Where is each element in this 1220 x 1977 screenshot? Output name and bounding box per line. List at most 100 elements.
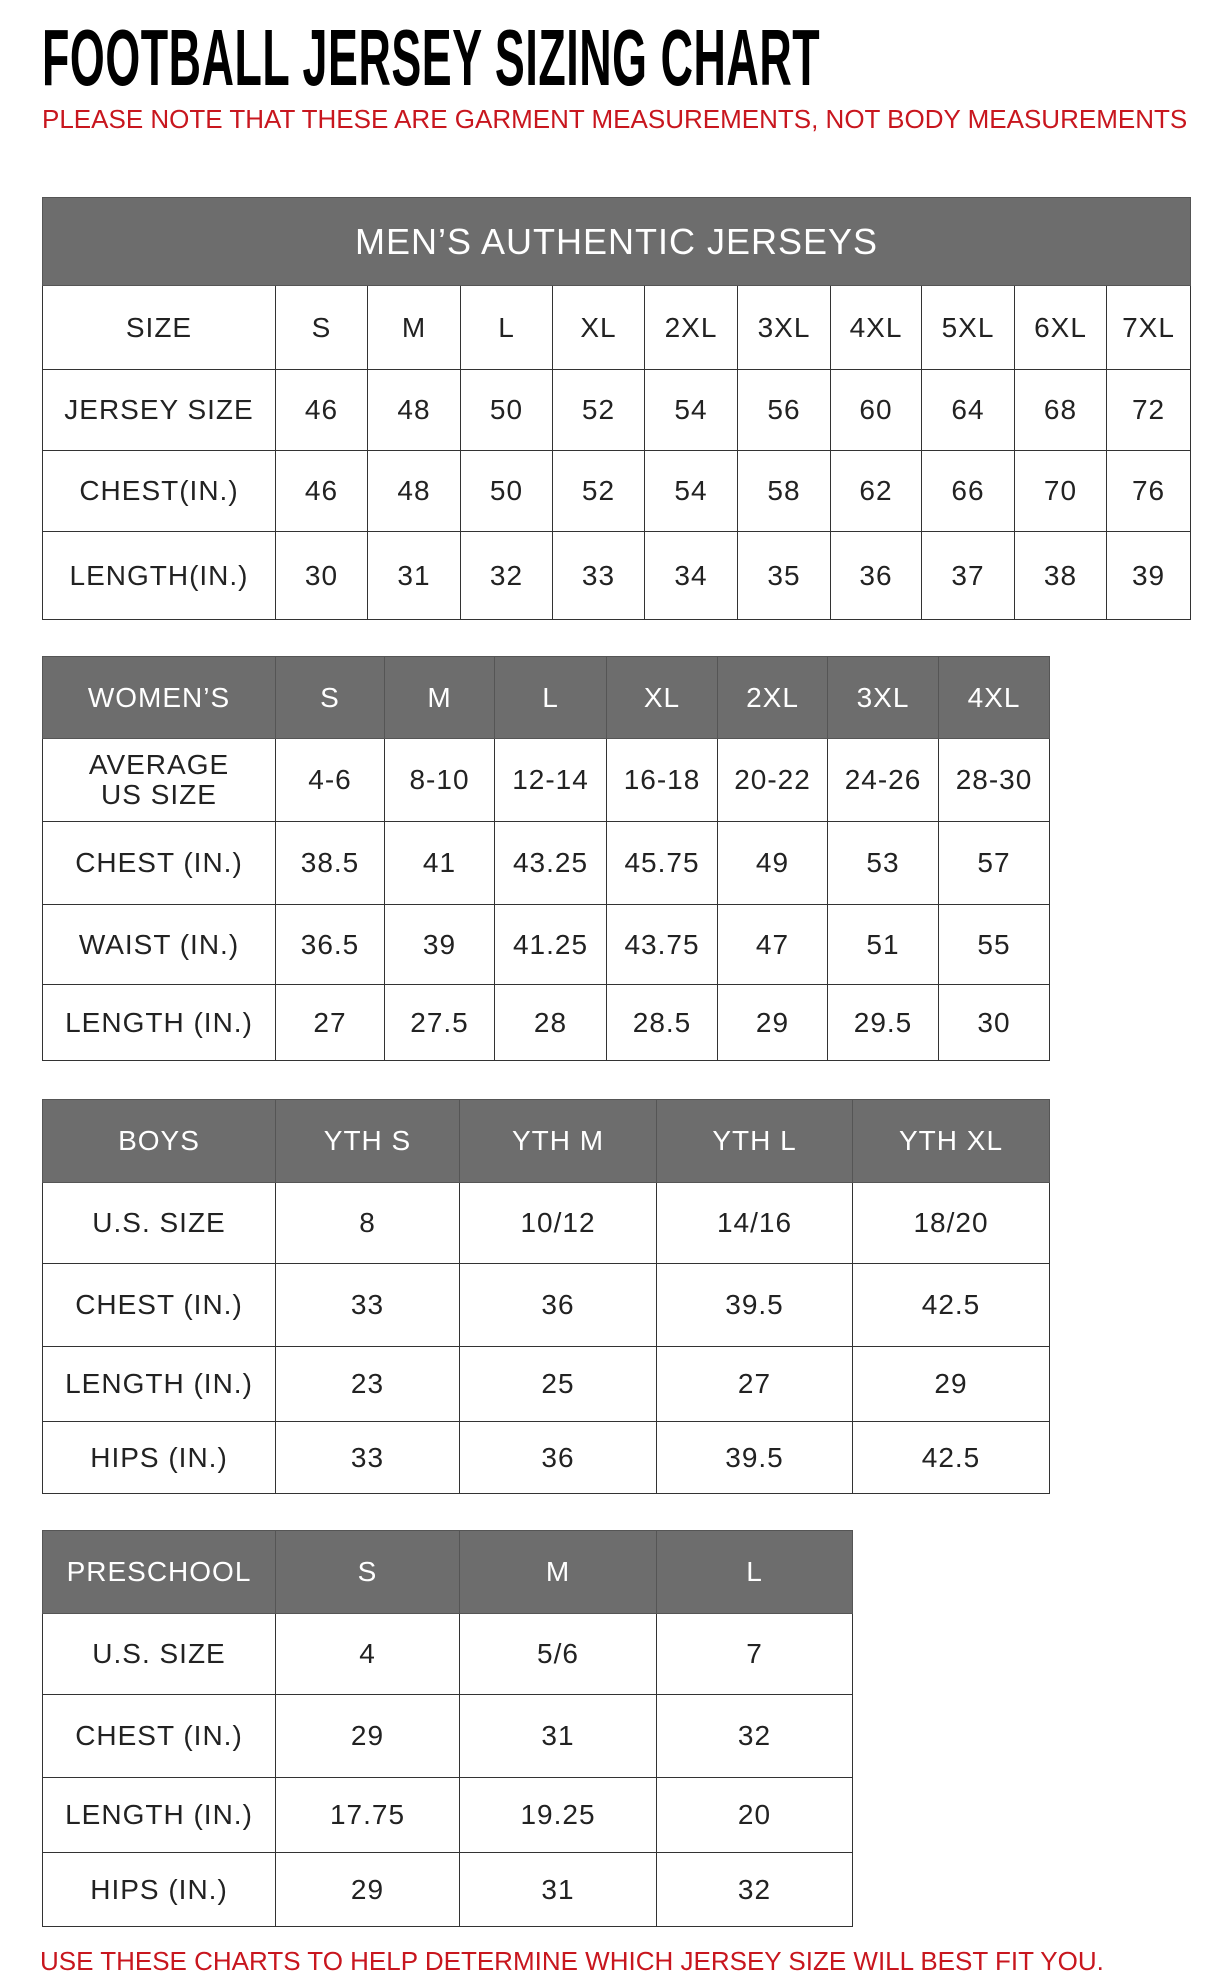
value-cell: 57 bbox=[938, 821, 1050, 905]
measurement-label-cell: WAIST (IN.) bbox=[42, 904, 276, 985]
value-cell: 55 bbox=[938, 904, 1050, 985]
womens-size-table: WOMEN’S S M L XL 2XL 3XL 4XL AVERAGE US SIZE 4-6 8… bbox=[42, 656, 1050, 1061]
size-header-cell: L bbox=[656, 1530, 853, 1614]
measurement-label-cell: U.S. SIZE bbox=[42, 1613, 276, 1695]
measurement-label-cell: AVERAGE US SIZE bbox=[42, 738, 276, 822]
measurement-label-cell: LENGTH(IN.) bbox=[42, 531, 276, 620]
value-cell: 27 bbox=[656, 1346, 853, 1422]
value-cell: 43.25 bbox=[494, 821, 607, 905]
value-cell: 7 bbox=[656, 1613, 853, 1695]
size-header-cell: M bbox=[384, 656, 495, 739]
table-row: LENGTH (IN.) 27 27.5 28 28.5 29 29.5 30 bbox=[42, 984, 1050, 1061]
value-cell: 41 bbox=[384, 821, 495, 905]
value-cell: 31 bbox=[459, 1694, 657, 1778]
value-cell: 8-10 bbox=[384, 738, 495, 822]
measurement-label-cell: HIPS (IN.) bbox=[42, 1421, 276, 1494]
mens-size-table: MEN’S AUTHENTIC JERSEYS SIZE S M L XL 2XL 3XL 4X… bbox=[41, 197, 1192, 620]
header-label-cell: BOYS bbox=[42, 1099, 276, 1183]
page-title: FOOTBALL JERSEY SIZING CHART bbox=[42, 13, 821, 102]
table-header-row: BOYS YTH S YTH M YTH L YTH XL bbox=[42, 1099, 1050, 1183]
value-cell: 31 bbox=[459, 1852, 657, 1927]
measurement-label-cell: HIPS (IN.) bbox=[42, 1852, 276, 1927]
header-label-cell: SIZE bbox=[42, 285, 276, 370]
measurement-label-cell: LENGTH (IN.) bbox=[42, 984, 276, 1061]
value-cell: 46 bbox=[275, 369, 368, 451]
value-cell: 58 bbox=[737, 450, 831, 532]
table-row: CHEST (IN.) 33 36 39.5 42.5 bbox=[42, 1263, 1050, 1347]
value-cell: 43.75 bbox=[606, 904, 718, 985]
value-cell: 70 bbox=[1014, 450, 1107, 532]
value-cell: 5/6 bbox=[459, 1613, 657, 1695]
value-cell: 48 bbox=[367, 450, 461, 532]
value-cell: 51 bbox=[827, 904, 939, 985]
value-cell: 60 bbox=[830, 369, 922, 451]
value-cell: 29 bbox=[275, 1694, 460, 1778]
size-header-cell: S bbox=[275, 285, 368, 370]
size-header-cell: 2XL bbox=[717, 656, 828, 739]
value-cell: 28 bbox=[494, 984, 607, 1061]
table-row: WAIST (IN.) 36.5 39 41.25 43.75 47 51 55 bbox=[42, 904, 1050, 985]
table-title: MEN’S AUTHENTIC JERSEYS bbox=[41, 197, 1192, 286]
value-cell: 38.5 bbox=[275, 821, 385, 905]
measurement-label-cell: CHEST(IN.) bbox=[42, 450, 276, 532]
table-header-row: PRESCHOOL S M L bbox=[42, 1530, 853, 1614]
value-cell: 39.5 bbox=[656, 1263, 853, 1347]
size-header-cell: 7XL bbox=[1105, 285, 1192, 370]
value-cell: 27 bbox=[275, 984, 385, 1061]
preschool-size-table: PRESCHOOL S M L U.S. SIZE 4 5/6 7 CHEST (IN.) 29 3… bbox=[42, 1530, 853, 1927]
value-cell: 33 bbox=[275, 1421, 460, 1494]
table-row: CHEST(IN.) 46 48 50 52 54 58 62 66 70 76 bbox=[42, 450, 1192, 532]
size-header-cell: M bbox=[367, 285, 461, 370]
table-header-row: WOMEN’S S M L XL 2XL 3XL 4XL bbox=[42, 656, 1050, 739]
size-header-cell: 2XL bbox=[644, 285, 738, 370]
value-cell: 30 bbox=[275, 531, 368, 620]
table-row: U.S. SIZE 4 5/6 7 bbox=[42, 1613, 853, 1695]
value-cell: 10/12 bbox=[459, 1182, 657, 1264]
value-cell: 64 bbox=[921, 369, 1015, 451]
size-header-cell: XL bbox=[606, 656, 718, 739]
table-row: JERSEY SIZE 46 48 50 52 54 56 60 64 68 72 bbox=[42, 369, 1192, 451]
value-cell: 16-18 bbox=[606, 738, 718, 822]
table-row: HIPS (IN.) 33 36 39.5 42.5 bbox=[42, 1421, 1050, 1494]
value-cell: 32 bbox=[460, 531, 553, 620]
value-cell: 47 bbox=[717, 904, 828, 985]
value-cell: 28-30 bbox=[938, 738, 1050, 822]
value-cell: 45.75 bbox=[606, 821, 718, 905]
size-header-cell: XL bbox=[552, 285, 645, 370]
table-header-row: SIZE S M L XL 2XL 3XL 4XL 5XL 6XL 7XL bbox=[42, 285, 1192, 370]
value-cell: 8 bbox=[275, 1182, 460, 1264]
value-cell: 20-22 bbox=[717, 738, 828, 822]
measurement-label-cell: JERSEY SIZE bbox=[42, 369, 276, 451]
value-cell: 54 bbox=[644, 369, 738, 451]
value-cell: 14/16 bbox=[656, 1182, 853, 1264]
value-cell: 23 bbox=[275, 1346, 460, 1422]
value-cell: 28.5 bbox=[606, 984, 718, 1061]
value-cell: 49 bbox=[717, 821, 828, 905]
table-row: LENGTH(IN.) 30 31 32 33 34 35 36 37 38 39 bbox=[42, 531, 1192, 620]
value-cell: 38 bbox=[1014, 531, 1107, 620]
value-cell: 32 bbox=[656, 1694, 853, 1778]
value-cell: 18/20 bbox=[852, 1182, 1050, 1264]
table-row: HIPS (IN.) 29 31 32 bbox=[42, 1852, 853, 1927]
value-cell: 36.5 bbox=[275, 904, 385, 985]
value-cell: 37 bbox=[921, 531, 1015, 620]
value-cell: 42.5 bbox=[852, 1263, 1050, 1347]
value-cell: 32 bbox=[656, 1852, 853, 1927]
value-cell: 48 bbox=[367, 369, 461, 451]
size-header-cell: 3XL bbox=[827, 656, 939, 739]
footer-note: USE THESE CHARTS TO HELP DETERMINE WHICH… bbox=[40, 1946, 1104, 1976]
size-header-cell: YTH M bbox=[459, 1099, 657, 1183]
value-cell: 4-6 bbox=[275, 738, 385, 822]
value-cell: 25 bbox=[459, 1346, 657, 1422]
value-cell: 29 bbox=[717, 984, 828, 1061]
value-cell: 27.5 bbox=[384, 984, 495, 1061]
value-cell: 35 bbox=[737, 531, 831, 620]
size-header-cell: S bbox=[275, 656, 385, 739]
value-cell: 17.75 bbox=[275, 1777, 460, 1853]
size-header-cell: 3XL bbox=[737, 285, 831, 370]
value-cell: 56 bbox=[737, 369, 831, 451]
size-header-cell: YTH L bbox=[656, 1099, 853, 1183]
size-header-cell: 4XL bbox=[938, 656, 1050, 739]
value-cell: 36 bbox=[459, 1421, 657, 1494]
table-banner-row: MEN’S AUTHENTIC JERSEYS bbox=[41, 197, 1192, 286]
